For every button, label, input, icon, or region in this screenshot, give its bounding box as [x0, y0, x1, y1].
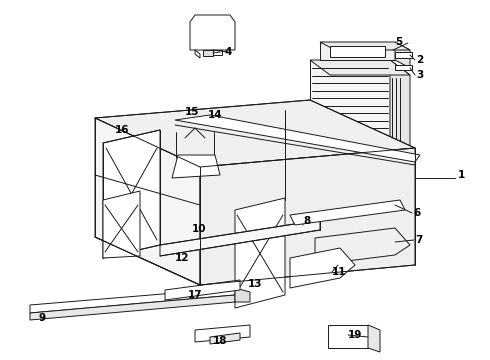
Text: 14: 14	[208, 110, 222, 120]
Polygon shape	[203, 50, 213, 56]
Polygon shape	[320, 42, 395, 60]
Text: 5: 5	[395, 37, 402, 47]
Polygon shape	[395, 65, 412, 70]
Polygon shape	[235, 288, 250, 302]
Text: 7: 7	[415, 235, 422, 245]
Polygon shape	[210, 333, 240, 344]
Text: 16: 16	[115, 125, 129, 135]
Text: 3: 3	[416, 70, 423, 80]
Polygon shape	[328, 325, 368, 348]
Polygon shape	[290, 200, 405, 225]
Text: 11: 11	[332, 267, 346, 277]
Text: 19: 19	[348, 330, 363, 340]
Polygon shape	[395, 42, 410, 68]
Text: 18: 18	[213, 336, 227, 346]
Text: 6: 6	[413, 208, 420, 218]
Text: 15: 15	[185, 107, 199, 117]
Text: 9: 9	[38, 313, 45, 323]
Text: 13: 13	[248, 279, 263, 289]
Polygon shape	[190, 15, 235, 50]
Polygon shape	[235, 198, 285, 308]
Polygon shape	[320, 42, 410, 50]
Text: 2: 2	[416, 55, 423, 65]
Polygon shape	[200, 148, 415, 285]
Polygon shape	[95, 100, 415, 167]
Polygon shape	[103, 130, 160, 258]
Text: 12: 12	[175, 253, 190, 263]
Polygon shape	[103, 191, 140, 258]
Polygon shape	[390, 60, 410, 210]
Polygon shape	[290, 248, 355, 288]
Polygon shape	[175, 115, 420, 162]
Polygon shape	[30, 288, 235, 313]
Polygon shape	[195, 50, 200, 58]
Polygon shape	[315, 228, 410, 265]
Polygon shape	[310, 60, 410, 75]
Polygon shape	[310, 60, 390, 195]
Polygon shape	[165, 280, 240, 300]
Text: 17: 17	[188, 290, 203, 300]
Polygon shape	[95, 118, 200, 285]
Polygon shape	[368, 325, 380, 352]
Polygon shape	[172, 155, 220, 178]
Text: 1: 1	[458, 170, 465, 180]
Polygon shape	[205, 50, 222, 55]
Polygon shape	[195, 325, 250, 342]
Polygon shape	[30, 295, 235, 320]
Text: 4: 4	[224, 47, 232, 57]
Text: 10: 10	[192, 224, 206, 234]
Text: 8: 8	[303, 216, 310, 226]
Polygon shape	[160, 220, 320, 256]
Polygon shape	[395, 52, 412, 58]
Polygon shape	[330, 46, 385, 57]
